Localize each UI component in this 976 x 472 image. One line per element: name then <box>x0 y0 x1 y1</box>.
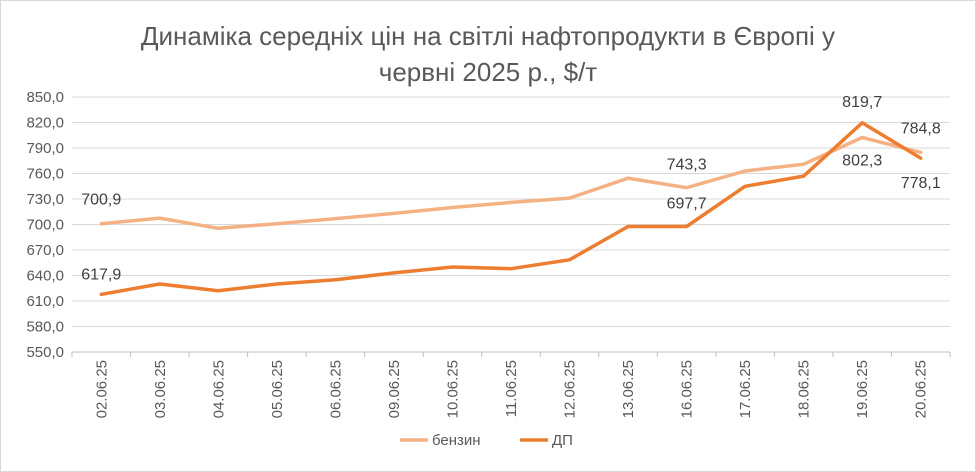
y-tick-label: 730,0 <box>26 191 64 208</box>
y-tick-label: 820,0 <box>26 115 64 132</box>
series-line-dp <box>99 121 923 297</box>
data-label: 617,9 <box>81 266 121 283</box>
x-tick-label: 12.06.25 <box>562 360 579 418</box>
chart-title-line-1: Динаміка середніх цін на світлі нафтопро… <box>140 21 836 51</box>
legend-label-benzyn: бензин <box>432 432 481 449</box>
x-tick-label: 16.06.25 <box>679 360 696 418</box>
data-label: 802,3 <box>842 153 882 170</box>
x-tick-label: 18.06.25 <box>796 360 813 418</box>
x-tick-label: 11.06.25 <box>503 360 520 417</box>
legend-label-dp: ДП <box>552 432 573 449</box>
x-tick-label: 09.06.25 <box>386 360 403 418</box>
y-tick-label: 850,0 <box>26 89 64 106</box>
data-label: 784,8 <box>901 120 941 137</box>
x-tick-label: 13.06.25 <box>620 360 637 418</box>
data-label: 700,9 <box>81 192 121 209</box>
series-line-benzyn <box>99 135 923 231</box>
x-tick-label: 06.06.25 <box>327 360 344 418</box>
x-tick-label: 19.06.25 <box>854 360 871 418</box>
x-tick-label: 10.06.25 <box>444 360 461 418</box>
data-label: 743,3 <box>667 157 707 174</box>
y-tick-label: 760,0 <box>26 166 64 183</box>
y-tick-label: 610,0 <box>26 293 64 310</box>
x-tick-label: 05.06.25 <box>269 360 286 418</box>
y-tick-label: 580,0 <box>26 319 64 336</box>
x-tick-label: 03.06.25 <box>152 360 169 418</box>
y-tick-label: 700,0 <box>26 217 64 234</box>
x-tick-label: 20.06.25 <box>913 360 930 418</box>
x-tick-label: 17.06.25 <box>737 360 754 418</box>
x-tick-label: 04.06.25 <box>210 360 227 418</box>
chart-title-line-2: червні 2025 р., $/т <box>378 57 598 87</box>
data-label: 697,7 <box>667 195 707 212</box>
data-label: 819,7 <box>842 94 882 111</box>
y-tick-label: 670,0 <box>26 242 64 259</box>
chart-title: Динаміка середніх цін на світлі нафтопро… <box>0 18 976 90</box>
y-tick-label: 790,0 <box>26 140 64 157</box>
y-tick-label: 640,0 <box>26 268 64 285</box>
data-label: 778,1 <box>901 175 941 192</box>
x-tick-label: 02.06.25 <box>93 360 110 418</box>
y-tick-label: 550,0 <box>26 344 64 361</box>
